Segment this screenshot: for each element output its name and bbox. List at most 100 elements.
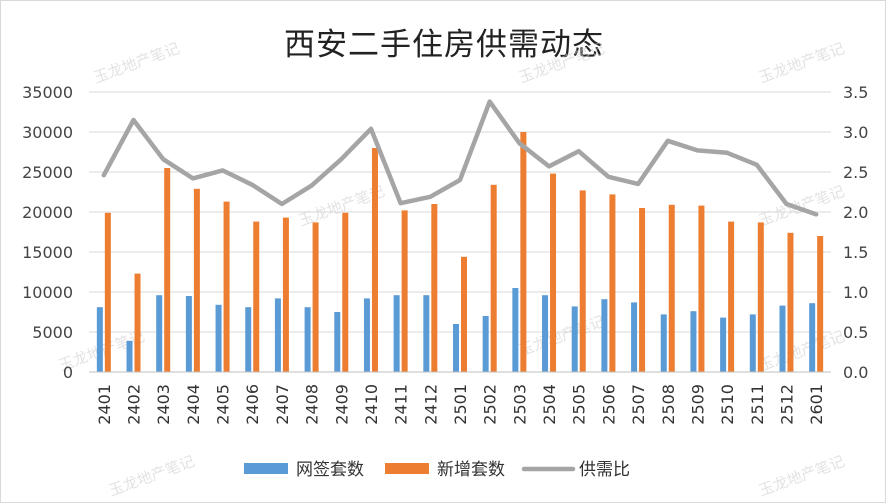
bar-wangqian [274, 298, 281, 372]
bar-xinzeng [371, 148, 378, 372]
legend: 网签套数 新增套数 供需比 [244, 460, 630, 480]
y-left-tick-label: 5000 [32, 323, 73, 342]
line-gongxubi [101, 99, 819, 217]
bars-layer [96, 132, 824, 372]
x-tick-label: 2408 [303, 384, 322, 425]
x-tick-label: 2510 [718, 384, 737, 425]
bar-xinzeng [401, 210, 408, 372]
y-right-tick-label: 1.0 [843, 283, 868, 302]
x-tick-label: 2409 [332, 384, 351, 425]
bar-wangqian [542, 295, 549, 372]
x-tick-label: 2407 [273, 384, 292, 425]
bar-wangqian [215, 304, 222, 372]
bar-wangqian [660, 314, 667, 372]
x-tick-label: 2401 [95, 384, 114, 425]
bar-wangqian [334, 312, 341, 372]
bar-xinzeng [461, 256, 467, 372]
y-right-tick-label: 1.5 [843, 243, 868, 262]
y-left-tick-label: 20000 [22, 203, 73, 222]
legend-swatch-xinzeng [385, 463, 429, 474]
line-layer [101, 99, 819, 217]
bar-wangqian [601, 299, 608, 372]
bar-wangqian [245, 307, 252, 372]
x-tick-label: 2502 [481, 384, 500, 425]
bar-xinzeng [550, 173, 557, 372]
y-left-tick-label: 0 [63, 363, 73, 382]
y-left-tick-label: 10000 [22, 283, 73, 302]
x-tick-label: 2405 [214, 384, 233, 425]
watermark-text: 玉龙地产笔记 [106, 452, 197, 500]
x-tick-label: 2402 [125, 384, 144, 425]
bar-xinzeng [520, 132, 527, 372]
bar-wangqian [720, 317, 727, 372]
bar-xinzeng [757, 222, 764, 372]
gridlines [89, 91, 831, 373]
bar-xinzeng [579, 190, 586, 372]
bar-xinzeng [609, 194, 616, 372]
bar-wangqian [423, 295, 430, 372]
bar-wangqian [482, 316, 489, 372]
y-right-tick-label: 3.5 [843, 83, 868, 102]
x-tick-label: 2403 [154, 384, 173, 425]
x-tick-label: 2506 [599, 384, 618, 425]
x-tick-label: 2508 [659, 384, 678, 425]
watermark-text: 玉龙地产笔记 [516, 39, 607, 87]
bar-wangqian [156, 295, 163, 372]
bar-wangqian [126, 340, 133, 372]
bar-xinzeng [490, 184, 497, 372]
bar-xinzeng [728, 221, 735, 372]
bar-wangqian [393, 295, 400, 372]
x-tick-label: 2410 [362, 384, 381, 425]
x-tick-label: 2404 [184, 384, 203, 425]
y-left-tick-label: 35000 [22, 83, 73, 102]
y-right-tick-label: 0.5 [843, 323, 868, 342]
bar-wangqian [749, 314, 756, 372]
x-tick-label: 2406 [243, 384, 262, 425]
x-tick-label: 2503 [510, 384, 529, 425]
x-tick-label: 2505 [570, 384, 589, 425]
bar-xinzeng [668, 204, 675, 372]
bar-xinzeng [282, 217, 289, 372]
watermark-text: 玉龙地产笔记 [756, 452, 847, 500]
bar-xinzeng [431, 204, 438, 372]
x-axis: 2401 2402 2403 2404 2405 2406 2407 2408 2409 2410… [89, 371, 831, 425]
bar-xinzeng [698, 205, 705, 372]
watermark-text: 玉龙地产笔记 [756, 327, 847, 375]
bar-wangqian [453, 324, 459, 372]
watermark-text: 玉龙地产笔记 [516, 312, 607, 360]
bar-xinzeng [312, 222, 319, 372]
x-tick-label: 2412 [421, 384, 440, 425]
y-axis-right: 0.0 0.5 1.0 1.5 2.0 2.5 3.0 3.5 [843, 83, 868, 382]
y-left-tick-label: 30000 [22, 123, 73, 142]
bar-xinzeng [104, 212, 111, 372]
legend-label-xinzeng: 新增套数 [437, 460, 505, 480]
watermark-text: 玉龙地产笔记 [91, 39, 182, 87]
bar-xinzeng [223, 201, 230, 372]
x-tick-label: 2601 [807, 384, 826, 425]
watermark-text: 玉龙地产笔记 [756, 182, 847, 230]
bar-xinzeng [253, 221, 260, 372]
bar-xinzeng [193, 188, 200, 372]
x-tick-label: 2504 [540, 384, 559, 425]
bar-wangqian [809, 303, 816, 372]
bar-wangqian [96, 307, 103, 372]
x-tick-label: 2501 [451, 384, 470, 425]
y-right-tick-label: 3.0 [843, 123, 868, 142]
bar-wangqian [185, 296, 192, 372]
x-tick-label: 2507 [629, 384, 648, 425]
bar-xinzeng [342, 212, 349, 372]
bar-xinzeng [787, 232, 794, 372]
bar-wangqian [571, 306, 578, 372]
y-right-tick-label: 2.0 [843, 203, 868, 222]
x-tick-label: 2512 [777, 384, 796, 425]
y-axis-left: 0 5000 10000 15000 20000 25000 30000 35000 [22, 83, 73, 382]
bar-wangqian [363, 298, 370, 372]
legend-label-wangqian: 网签套数 [296, 460, 364, 480]
bar-xinzeng [639, 208, 646, 372]
y-left-tick-label: 25000 [22, 163, 73, 182]
bar-wangqian [779, 305, 786, 372]
x-tick-label: 2509 [688, 384, 707, 425]
bar-xinzeng [817, 236, 824, 372]
y-right-tick-label: 2.5 [843, 163, 868, 182]
